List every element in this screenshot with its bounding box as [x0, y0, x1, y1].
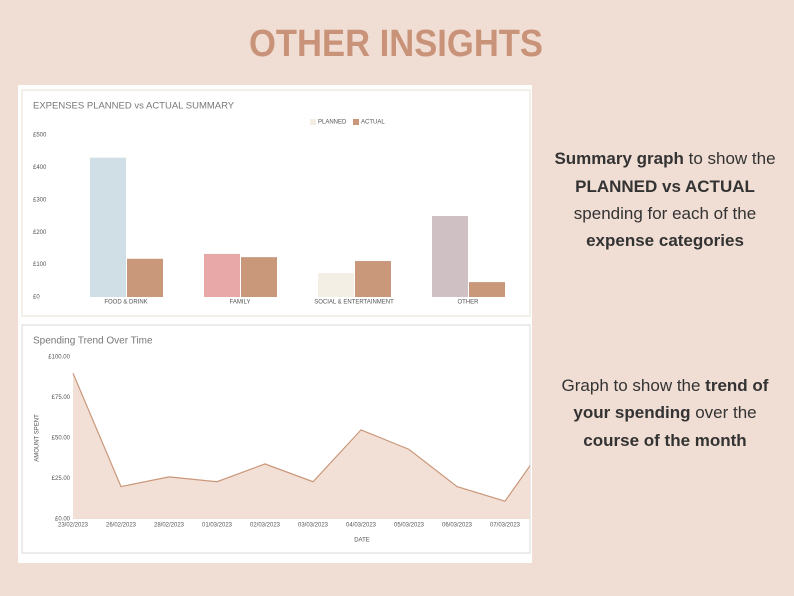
bar	[318, 273, 354, 297]
x-tick-label: SOCIAL & ENTERTAINMENT	[314, 300, 394, 306]
line	[72, 372, 530, 502]
x-tick-label: 28/02/2023	[154, 523, 185, 529]
x-axis-label: DATE	[354, 538, 370, 544]
y-tick-label: £400	[33, 165, 47, 171]
bar	[127, 258, 163, 297]
x-tick-label: 23/02/2023	[58, 523, 89, 529]
x-tick-label: FAMILY	[230, 300, 251, 306]
caption-text: Graph to show the	[562, 376, 706, 395]
x-tick-label: 05/03/2023	[394, 523, 425, 529]
x-tick-label: 26/02/2023	[106, 523, 137, 529]
caption-line: your spending over the	[573, 403, 756, 422]
y-tick-label: £50.00	[52, 436, 71, 442]
y-tick-label: £500	[33, 133, 47, 139]
x-tick-label: FOOD & DRINK	[104, 300, 147, 306]
y-tick-label: £300	[33, 197, 47, 203]
y-tick-label: £0.00	[55, 517, 71, 523]
y-tick-label: £25.00	[52, 476, 71, 482]
caption-text: PLANNED vs ACTUAL	[575, 177, 755, 196]
legend-swatch	[353, 119, 359, 125]
y-tick-label: £200	[33, 230, 47, 236]
caption-line: spending for each of the	[574, 204, 756, 223]
caption-text: to show the	[684, 149, 776, 168]
x-tick-label: 03/03/2023	[298, 523, 329, 529]
caption-text: Summary graph	[554, 149, 683, 168]
bar	[90, 157, 126, 297]
caption-text: expense categories	[586, 231, 744, 250]
bar	[432, 216, 468, 297]
x-tick-label: 06/03/2023	[442, 523, 473, 529]
x-tick-label: OTHER	[458, 300, 480, 306]
caption-line: Summary graph to show the	[554, 149, 775, 168]
caption-text: trend of	[705, 376, 769, 395]
caption-line: Graph to show the trend of	[562, 376, 769, 395]
caption-line: expense categories	[586, 231, 744, 250]
x-tick-label: 07/03/2023	[490, 523, 521, 529]
legend-swatch	[310, 119, 316, 125]
chart-title: Spending Trend Over Time	[33, 336, 153, 347]
bar	[469, 282, 505, 297]
caption-line: course of the month	[583, 431, 746, 450]
y-axis-label: AMOUNT SPENT	[35, 414, 41, 462]
legend-label: ACTUAL	[361, 120, 385, 126]
caption-line: PLANNED vs ACTUAL	[575, 177, 755, 196]
plot	[72, 372, 530, 519]
bar	[241, 257, 277, 297]
area	[73, 373, 530, 519]
caption-text: your spending	[573, 403, 690, 422]
x-tick-label: 02/03/2023	[250, 523, 281, 529]
y-tick-label: £100.00	[48, 355, 70, 361]
caption-text: over the	[690, 403, 756, 422]
bar	[355, 261, 391, 297]
x-tick-label: 01/03/2023	[202, 523, 233, 529]
legend-label: PLANNED	[318, 120, 347, 126]
chart-title: EXPENSES PLANNED vs ACTUAL SUMMARY	[33, 101, 235, 112]
x-tick-label: 04/03/2023	[346, 523, 377, 529]
page-title: OTHER INSIGHTS	[249, 23, 543, 65]
y-tick-label: £75.00	[52, 395, 71, 401]
caption-text: course of the month	[583, 431, 746, 450]
y-tick-label: £0	[33, 295, 40, 301]
bar	[204, 253, 240, 297]
caption-text: spending for each of the	[574, 204, 756, 223]
y-tick-label: £100	[33, 262, 47, 268]
